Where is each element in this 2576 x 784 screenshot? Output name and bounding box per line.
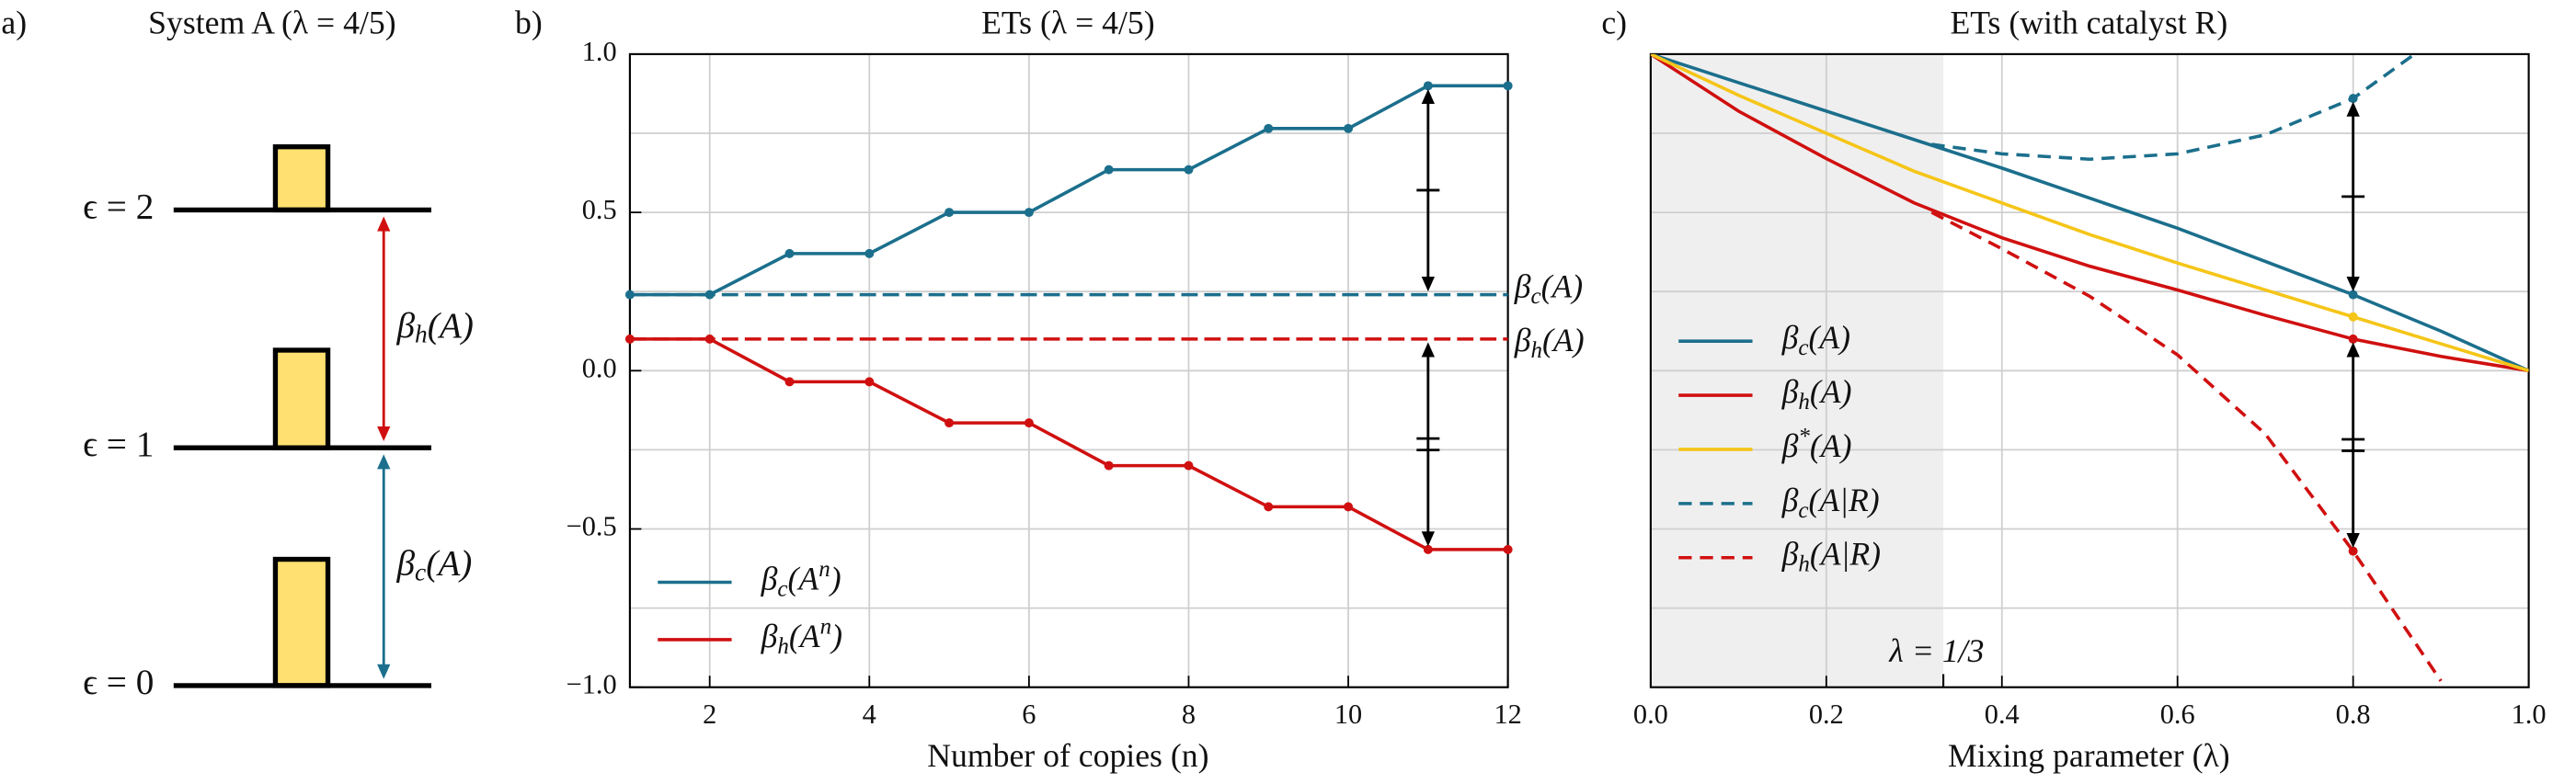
population-bar	[272, 144, 331, 213]
data-point	[1344, 502, 1354, 512]
data-point	[1503, 81, 1513, 91]
x-tick-label: 0.2	[1809, 699, 1844, 730]
arrow-head	[2346, 101, 2360, 117]
level-label: ϵ = 0	[83, 663, 154, 702]
legend-label: βh(A|R)	[1781, 536, 1881, 576]
data-point	[704, 334, 715, 344]
data-point	[864, 377, 875, 387]
data-point	[2348, 290, 2358, 300]
series-line	[629, 337, 1508, 551]
legend-label: β*(A)	[1781, 424, 1852, 464]
series-line	[1650, 53, 2529, 373]
population-bar	[272, 347, 331, 450]
series-line	[629, 84, 1508, 297]
arrow-head	[1421, 342, 1435, 358]
arrow-head	[1421, 88, 1435, 104]
x-axis-label: Mixing parameter (λ)	[1948, 737, 2230, 774]
arrow-head	[2346, 532, 2360, 549]
data-point	[624, 290, 635, 300]
data-point	[1024, 208, 1034, 218]
arrow-head	[2346, 342, 2360, 358]
data-point	[784, 377, 795, 387]
panel-title: System A (λ = 4/5)	[148, 5, 395, 41]
panel-label: c)	[1601, 5, 1627, 41]
plot-frame	[1649, 52, 2530, 688]
panel-label: a)	[1, 5, 27, 41]
data-point	[1264, 123, 1274, 133]
x-tick-label: 0.0	[1633, 699, 1668, 730]
gap-label: βh(A)	[396, 306, 474, 348]
data-point	[1423, 81, 1433, 91]
data-point	[2348, 546, 2358, 556]
data-point	[1184, 460, 1194, 471]
x-tick-label: 4	[863, 699, 876, 730]
arrow-head	[1421, 277, 1435, 292]
data-point	[2348, 334, 2358, 344]
data-point	[2348, 312, 2358, 322]
data-point	[784, 248, 795, 258]
plot-area	[629, 84, 1508, 551]
panel-title: ETs (with catalyst R)	[1950, 5, 2227, 41]
y-tick-label: 0.5	[582, 194, 617, 225]
y-tick-label: 1.0	[582, 36, 617, 67]
data-point	[864, 248, 875, 258]
x-tick-label: 1.0	[2512, 699, 2547, 730]
data-point	[704, 290, 715, 300]
plot-frame	[628, 52, 1509, 688]
level-label: ϵ = 2	[83, 187, 154, 226]
annotation: λ = 1/3	[1888, 632, 1984, 669]
panel-title: ETs (λ = 4/5)	[981, 5, 1155, 41]
data-point	[1503, 544, 1513, 554]
x-tick-label: 6	[1022, 699, 1036, 730]
series-line	[1930, 210, 2443, 682]
data-point	[1264, 502, 1274, 512]
reference-label: βh(A)	[1514, 322, 1585, 362]
arrow-head	[377, 664, 391, 679]
data-point	[945, 418, 955, 428]
data-point	[1184, 165, 1194, 175]
data-point	[624, 334, 635, 344]
level-label: ϵ = 1	[83, 425, 154, 464]
legend-label: βc(A|R)	[1781, 482, 1880, 522]
legend-label: βh(An)	[761, 614, 842, 658]
data-point	[1024, 418, 1034, 428]
x-tick-label: 8	[1182, 699, 1196, 730]
population-bar	[272, 556, 331, 688]
data-point	[1104, 460, 1114, 471]
gap-label: βc(A)	[396, 544, 473, 586]
legend-label: βc(An)	[761, 557, 841, 601]
reference-label: βc(A)	[1514, 267, 1583, 308]
series-line	[1650, 53, 2529, 373]
x-axis-label: Number of copies (n)	[927, 737, 1208, 774]
arrow-head	[377, 216, 391, 232]
data-point	[1344, 123, 1354, 133]
arrow-head	[1421, 531, 1435, 547]
data-point	[1423, 544, 1433, 554]
data-point	[945, 208, 955, 218]
y-tick-label: −1.0	[567, 669, 617, 700]
data-point	[1104, 165, 1114, 175]
legend-label: βh(A)	[1781, 373, 1852, 414]
data-point	[2348, 94, 2358, 104]
arrow-head	[377, 426, 391, 442]
x-tick-label: 12	[1494, 699, 1521, 730]
arrow-head	[2346, 277, 2360, 292]
y-tick-label: 0.0	[582, 352, 617, 383]
series-line	[1931, 53, 2416, 162]
x-tick-label: 0.4	[1985, 699, 2020, 730]
panel-label: b)	[515, 5, 543, 41]
x-tick-label: 0.6	[2160, 699, 2195, 730]
y-tick-label: −0.5	[567, 510, 617, 541]
x-tick-label: 0.8	[2336, 699, 2371, 730]
x-tick-label: 2	[703, 699, 716, 730]
series-line	[1650, 53, 2529, 372]
legend-label: βc(A)	[1781, 319, 1850, 359]
x-tick-label: 10	[1334, 699, 1362, 730]
arrow-head	[377, 454, 391, 470]
